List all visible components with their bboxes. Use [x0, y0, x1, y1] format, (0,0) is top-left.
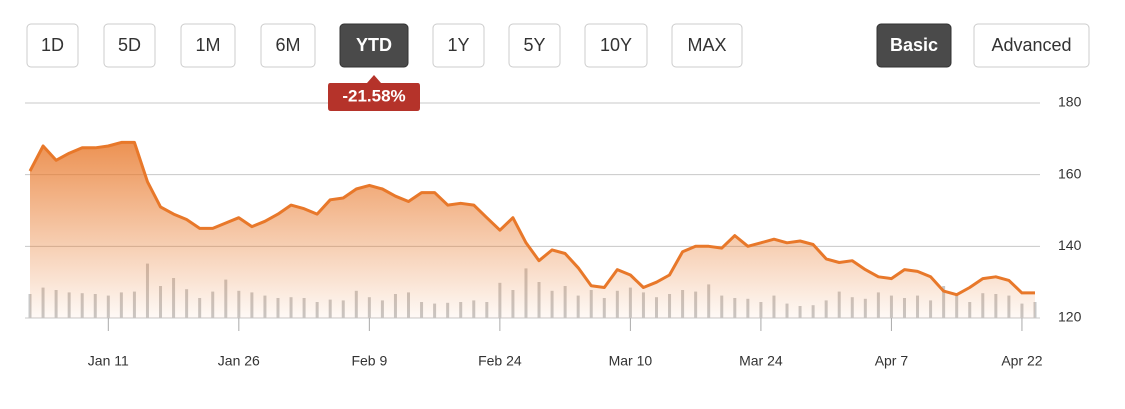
- range-button-label[interactable]: MAX: [687, 35, 726, 55]
- range-button-bg[interactable]: [339, 23, 409, 68]
- x-tick-label: Apr 7: [875, 353, 909, 369]
- x-tick-label: Apr 22: [1001, 353, 1042, 369]
- y-tick-label: 160: [1058, 165, 1082, 181]
- mode-button[interactable]: Advanced: [973, 23, 1090, 68]
- badge-bg: [328, 75, 420, 111]
- range-button[interactable]: 1M: [180, 23, 236, 68]
- x-tick-label: Feb 24: [478, 353, 522, 369]
- range-button[interactable]: MAX: [671, 23, 743, 68]
- range-button-label[interactable]: 1Y: [447, 35, 469, 55]
- range-button[interactable]: 6M: [260, 23, 316, 68]
- range-button[interactable]: 5D: [103, 23, 156, 68]
- y-tick-label: 140: [1058, 237, 1082, 253]
- mode-button-bg[interactable]: [973, 23, 1090, 68]
- range-button-label[interactable]: 10Y: [600, 35, 632, 55]
- x-tick-label: Jan 26: [218, 353, 260, 369]
- range-button-bg[interactable]: [180, 23, 236, 68]
- range-button-bg[interactable]: [103, 23, 156, 68]
- y-tick-label: 120: [1058, 309, 1082, 325]
- range-button-label[interactable]: 1D: [41, 35, 64, 55]
- mode-button-label[interactable]: Basic: [890, 35, 938, 55]
- x-tick-label: Jan 11: [88, 353, 129, 369]
- range-button-bg[interactable]: [432, 23, 485, 68]
- range-button-bg[interactable]: [260, 23, 316, 68]
- range-button-bg[interactable]: [584, 23, 648, 68]
- range-button-label[interactable]: 1M: [195, 35, 220, 55]
- x-tick-label: Feb 9: [351, 353, 387, 369]
- range-button-label[interactable]: 6M: [275, 35, 300, 55]
- range-button[interactable]: 1D: [26, 23, 79, 68]
- area-fill: [30, 142, 1035, 318]
- mode-button-label[interactable]: Advanced: [991, 35, 1071, 55]
- range-button-bg[interactable]: [508, 23, 561, 68]
- x-tick-label: Mar 10: [609, 353, 653, 369]
- range-button-label[interactable]: 5D: [118, 35, 141, 55]
- range-button-bg[interactable]: [26, 23, 79, 68]
- price-line: [28, 140, 1035, 297]
- change-badge: -21.58%: [342, 86, 405, 105]
- x-tick-label: Mar 24: [739, 353, 783, 369]
- range-button-bg[interactable]: [671, 23, 743, 68]
- range-button[interactable]: 1Y: [432, 23, 485, 68]
- range-button[interactable]: 10Y: [584, 23, 648, 68]
- mode-button-bg[interactable]: [876, 23, 952, 68]
- range-button[interactable]: YTD: [339, 23, 409, 68]
- range-button[interactable]: 5Y: [508, 23, 561, 68]
- y-tick-label: 180: [1058, 94, 1082, 110]
- range-button-label[interactable]: YTD: [356, 35, 392, 55]
- mode-button[interactable]: Basic: [876, 23, 952, 68]
- range-button-label[interactable]: 5Y: [523, 35, 545, 55]
